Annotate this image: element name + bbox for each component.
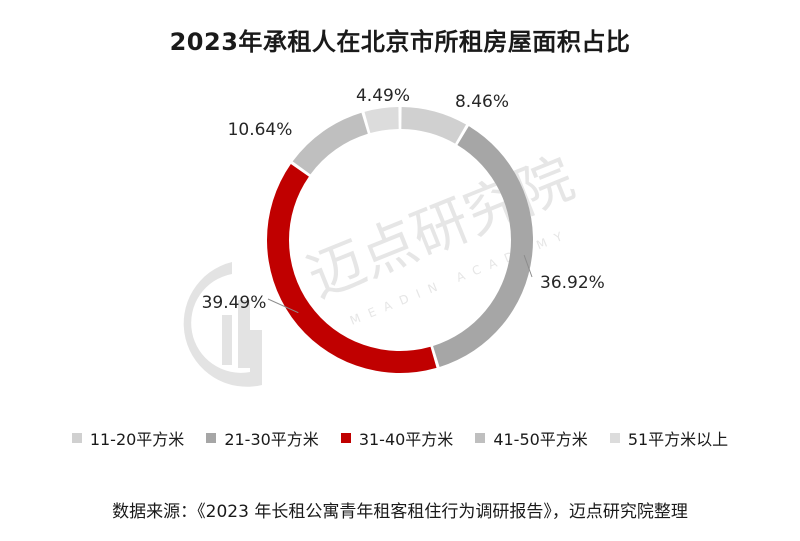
data-label-1: 8.46% [455,92,509,112]
leader-line-3 [267,298,299,314]
donut-slices [267,107,534,374]
donut-slice-5 [364,107,399,134]
donut-slice-3 [267,164,437,374]
legend-label: 51平方米以上 [627,430,729,449]
legend-swatch [609,433,620,443]
legend-label: 11-20平方米 [89,430,185,449]
legend-item-4: 41-50平方米 [475,426,588,450]
legend-swatch [340,433,351,443]
legend: 11-20平方米 21-30平方米 31-40平方米 41-50平方米 51平方米以上 [0,426,800,450]
data-label-4: 10.64% [228,120,293,140]
legend-label: 21-30平方米 [224,430,319,449]
legend-item-1: 11-20平方米 [71,426,185,450]
legend-swatch [206,433,217,443]
leader-line-2 [523,254,533,278]
legend-label: 31-40平方米 [358,430,454,449]
data-label-2: 36.92% [540,273,605,293]
legend-swatch [475,433,486,443]
data-labels: 8.46% 36.92% 39.49% 10.64% 4.49% [202,86,605,313]
data-label-3: 39.49% [202,293,267,313]
leader-lines [267,254,533,314]
legend-swatch [71,433,82,443]
legend-item-5: 51平方米以上 [609,426,729,450]
donut-slice-2 [433,126,534,367]
donut-slice-4 [292,112,368,175]
data-source: 数据来源：《2023 年长租公寓青年租客租住行为调研报告》，迈点研究院整理 [112,502,688,522]
donut-slice-1 [401,107,467,144]
watermark-logo [183,262,262,387]
legend-item-3: 31-40平方米 [340,426,454,450]
data-label-5: 4.49% [356,86,410,106]
legend-item-2: 21-30平方米 [206,426,319,450]
chart-title: 2023年承租人在北京市所租房屋面积占比 [169,28,631,56]
legend-label: 41-50平方米 [493,430,588,449]
